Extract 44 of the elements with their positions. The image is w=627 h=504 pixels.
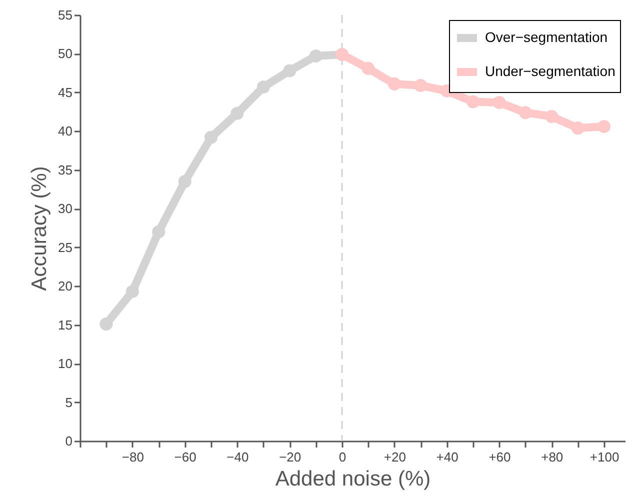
- point: [466, 95, 480, 108]
- y-tick-label: 25: [58, 240, 72, 255]
- y-tick-label: 55: [58, 8, 72, 22]
- point: [256, 80, 270, 94]
- y-tick-label: 10: [58, 356, 72, 372]
- x-tick-label: +20: [384, 450, 406, 464]
- point: [492, 96, 506, 110]
- point: [571, 122, 584, 135]
- legend-label: Under−segmentation: [485, 63, 616, 79]
- x-tick-label: +100: [590, 450, 620, 464]
- x-tick-label: 0: [338, 450, 346, 464]
- y-tick-label: 40: [58, 124, 72, 139]
- x-axis-title: Added noise (%): [275, 468, 431, 490]
- y-tick-label: 50: [58, 46, 72, 62]
- y-tick-label: 5: [65, 394, 72, 410]
- point: [152, 225, 166, 238]
- y-tick-label: 15: [58, 317, 72, 332]
- y-tick-label: 45: [58, 84, 72, 100]
- x-tick-label: +40: [436, 450, 458, 464]
- x-tick-label: −80: [122, 450, 144, 464]
- y-tick-label: 35: [58, 162, 72, 178]
- point: [545, 110, 558, 123]
- x-tick-label: −60: [174, 450, 196, 464]
- x-tick-label: +80: [541, 450, 564, 464]
- y-tick-label: 20: [58, 278, 72, 294]
- y-axis-title: Accuracy (%): [28, 166, 52, 291]
- x-tick-label: −40: [226, 450, 249, 464]
- point: [126, 285, 139, 298]
- point: [100, 318, 113, 331]
- point: [362, 62, 375, 75]
- point: [230, 106, 244, 120]
- point: [518, 106, 532, 120]
- point: [309, 50, 322, 63]
- point: [388, 77, 401, 90]
- x-tick-label: +60: [488, 450, 511, 464]
- point: [283, 64, 296, 78]
- point: [414, 78, 428, 92]
- y-tick-label: 30: [58, 201, 72, 216]
- point: [204, 130, 218, 144]
- legend-label: Over−segmentation: [485, 29, 608, 45]
- x-tick-label: −20: [279, 450, 302, 464]
- y-tick-label: 0: [65, 434, 72, 448]
- point: [178, 175, 192, 188]
- point: [598, 120, 611, 134]
